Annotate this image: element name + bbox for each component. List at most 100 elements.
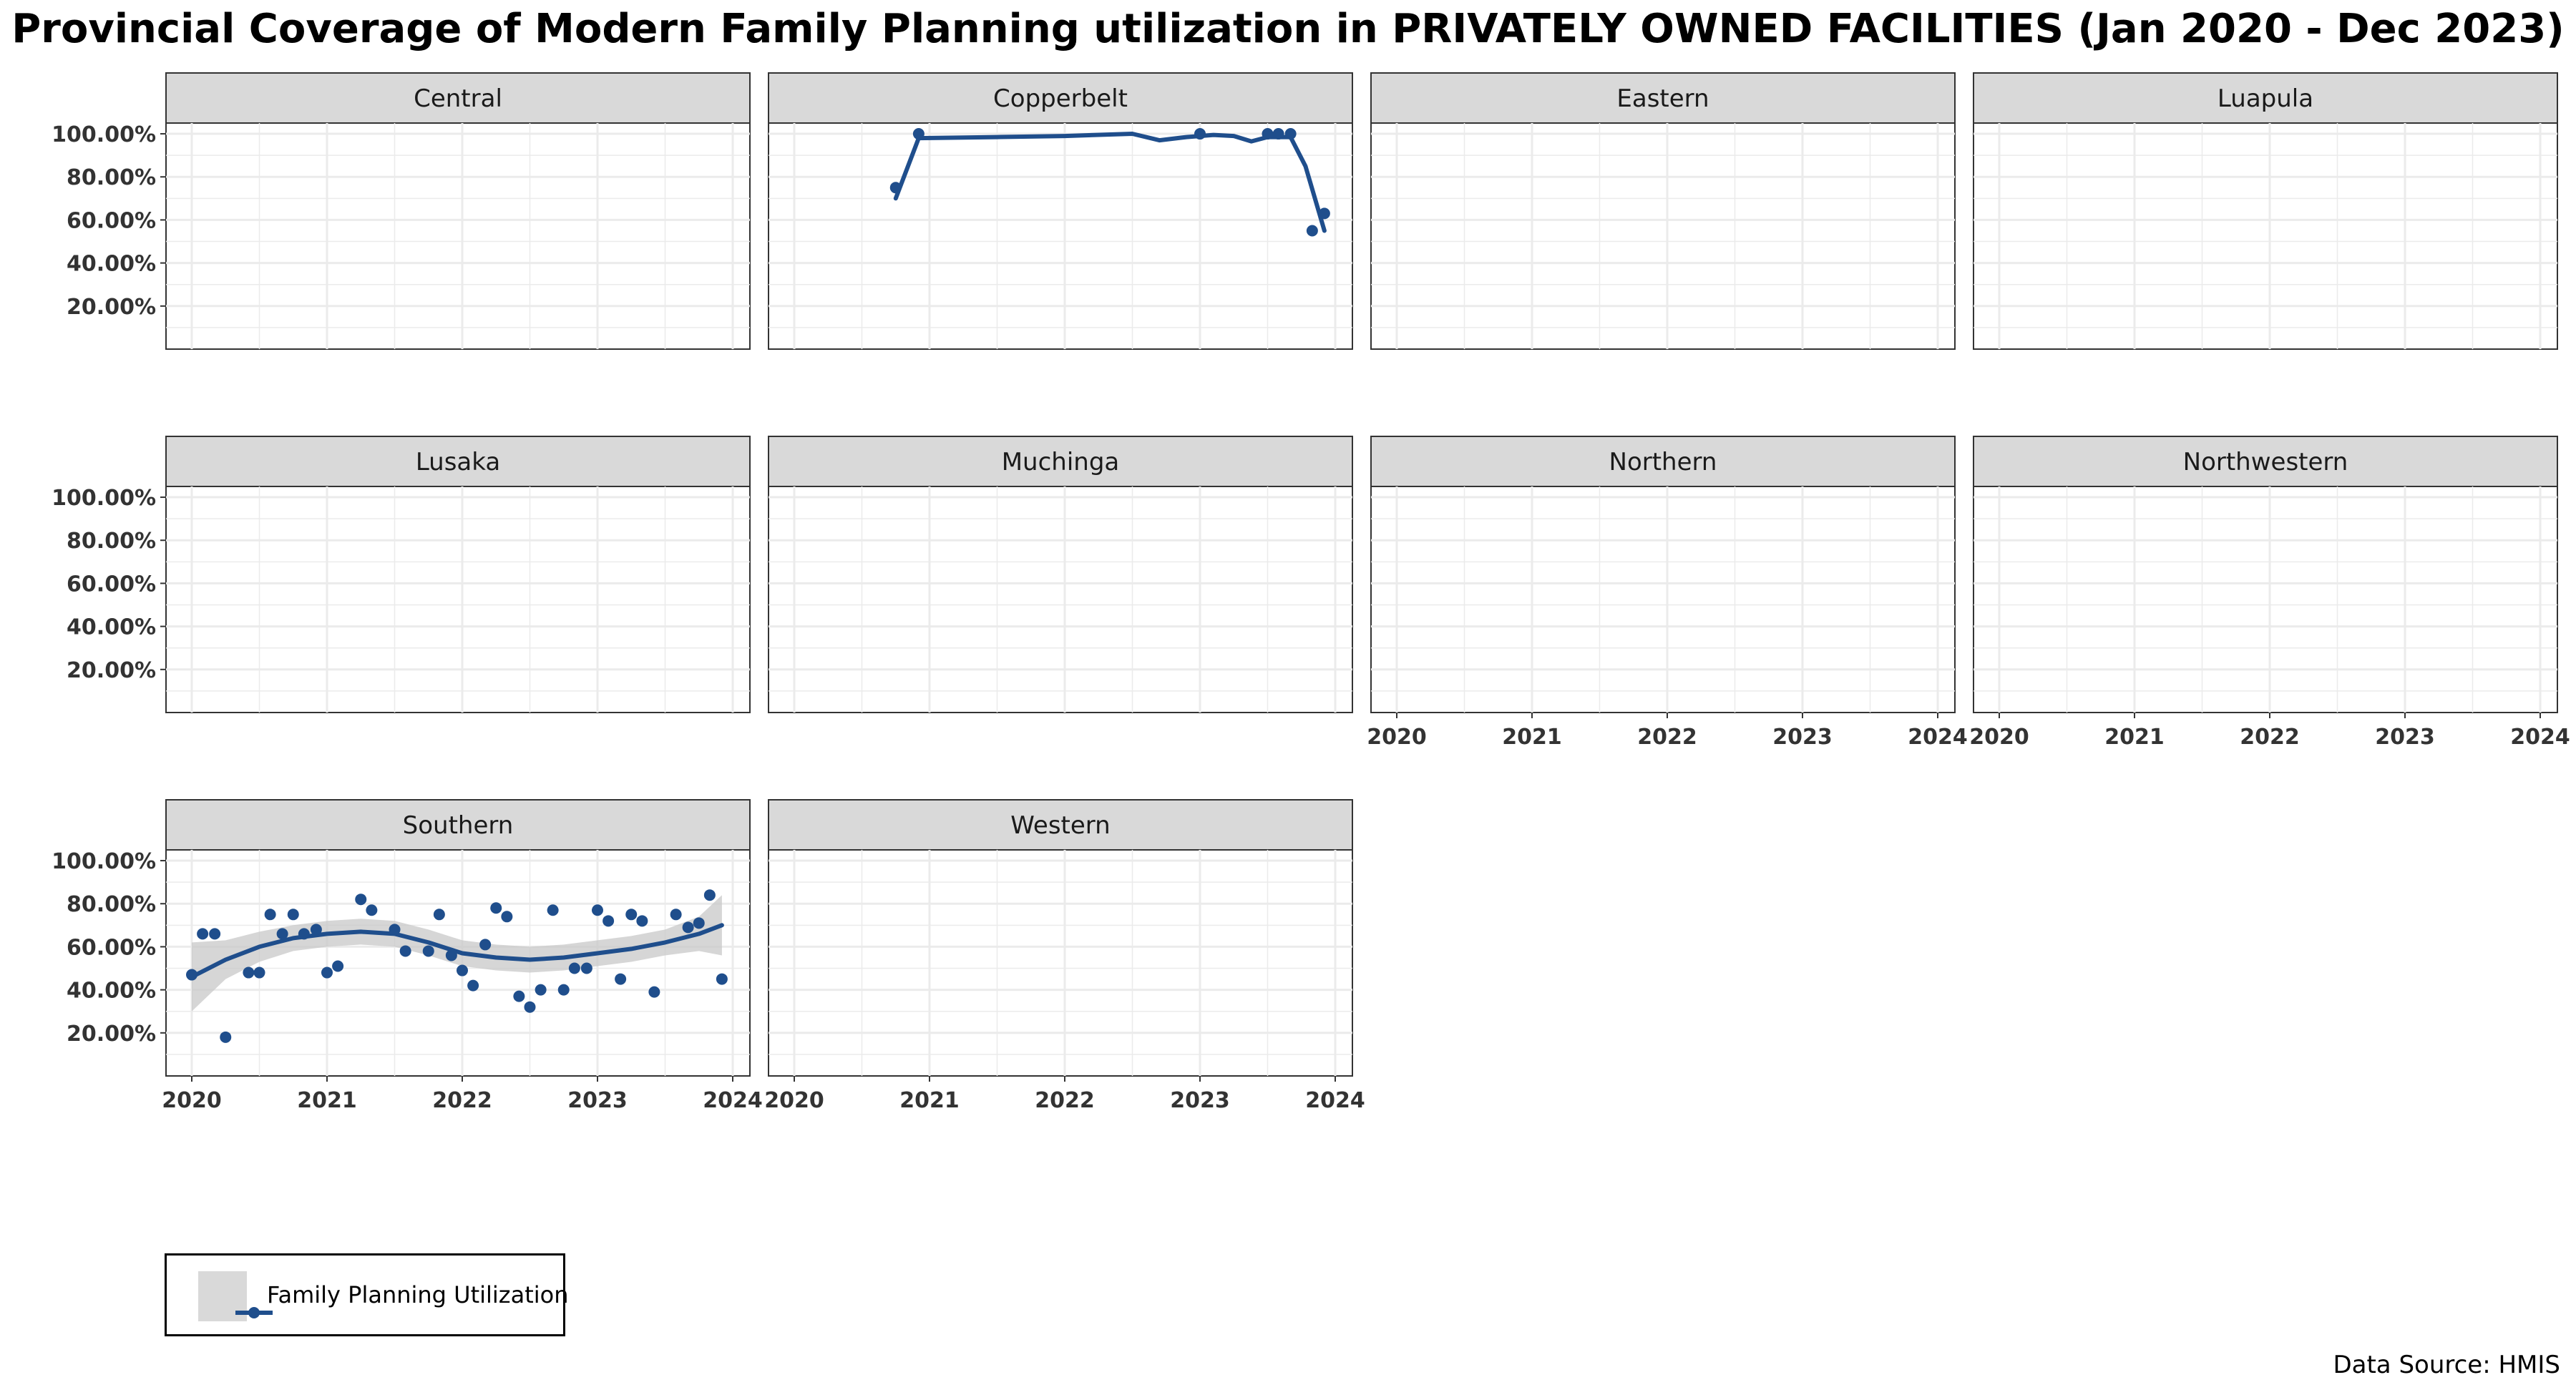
legend: Family Planning Utilization bbox=[165, 1253, 569, 1336]
y-tick-label: 80.00% bbox=[67, 165, 156, 190]
facet-panel bbox=[165, 486, 751, 713]
x-tick-label: 2021 bbox=[2104, 725, 2165, 750]
facet-central: Central 20.00% 40.00% 60.00% 80.00% 100.00% bbox=[52, 72, 751, 350]
data-point bbox=[592, 904, 603, 916]
facet-luapula: Luapula bbox=[1973, 72, 2558, 350]
y-tick-label: 20.00% bbox=[67, 1022, 156, 1047]
x-tick-label: 2020 bbox=[764, 1088, 824, 1113]
gridlines bbox=[1371, 123, 1955, 349]
facet-muchinga: Muchinga bbox=[768, 436, 1353, 713]
data-point bbox=[615, 973, 627, 985]
data-point bbox=[889, 182, 902, 194]
facet-panel bbox=[1370, 122, 1956, 350]
y-tick-label: 80.00% bbox=[67, 892, 156, 917]
facet-panel bbox=[1370, 486, 1956, 713]
facet-label: Eastern bbox=[1616, 84, 1709, 113]
facet-strip bbox=[768, 799, 1353, 851]
data-point bbox=[524, 1001, 536, 1013]
data-point bbox=[332, 960, 344, 972]
gridlines bbox=[769, 850, 1352, 1076]
x-tick-label: 2021 bbox=[297, 1088, 357, 1113]
data-point bbox=[253, 966, 265, 979]
x-tick-label: 2023 bbox=[2375, 725, 2435, 750]
y-tick-label: 40.00% bbox=[67, 252, 156, 277]
facet-southern: Southern 20.00% 40.00% 60.00% 80.00% 100.00% 2… bbox=[52, 799, 763, 1113]
data-point bbox=[422, 945, 434, 957]
x-tick-label: 2023 bbox=[1170, 1088, 1230, 1113]
chart-title: Provincial Coverage of Modern Family Pla… bbox=[11, 6, 2565, 52]
data-point bbox=[209, 928, 221, 940]
y-tick-label: 40.00% bbox=[67, 979, 156, 1004]
x-tick-label: 2021 bbox=[1502, 725, 1562, 750]
data-point bbox=[1284, 128, 1297, 140]
data-point bbox=[1318, 207, 1330, 220]
facet-label: Lusaka bbox=[416, 448, 500, 476]
data-source: Data Source: HMIS bbox=[2333, 1351, 2560, 1379]
data-point bbox=[557, 984, 570, 996]
data-point bbox=[1272, 128, 1284, 140]
smooth-line bbox=[190, 923, 724, 979]
facet-lusaka: Lusaka 20.00% 40.00% 60.00% 80.00% 100.00% bbox=[52, 436, 751, 713]
x-tick-label: 2020 bbox=[1969, 725, 2029, 750]
facet-eastern: Eastern bbox=[1370, 72, 1956, 350]
x-tick-label: 2022 bbox=[432, 1088, 492, 1113]
data-point bbox=[243, 966, 255, 979]
data-point bbox=[310, 924, 322, 936]
x-tick-label: 2020 bbox=[162, 1088, 222, 1113]
data-point bbox=[716, 973, 728, 985]
data-point bbox=[636, 915, 648, 927]
y-tick-label: 60.00% bbox=[67, 208, 156, 233]
data-point bbox=[580, 962, 592, 974]
x-tick-label: 2024 bbox=[1305, 1088, 1365, 1113]
data-point bbox=[602, 915, 615, 927]
data-point bbox=[682, 921, 694, 934]
facet-northern: Northern 2020 2021 2022 2023 2024 bbox=[1367, 436, 1968, 750]
data-point bbox=[445, 949, 457, 961]
data-point bbox=[298, 928, 310, 940]
facet-strip bbox=[165, 72, 751, 124]
x-tick-label: 2022 bbox=[1035, 1088, 1095, 1113]
facet-strip bbox=[768, 72, 1353, 124]
y-tick-label: 100.00% bbox=[52, 849, 156, 874]
data-point bbox=[670, 909, 682, 921]
facet-panel bbox=[165, 122, 751, 350]
facet-panel bbox=[768, 849, 1353, 1077]
y-tick-label: 100.00% bbox=[52, 122, 156, 147]
x-tick-label: 2022 bbox=[1637, 725, 1697, 750]
facet-strip bbox=[768, 436, 1353, 487]
y-tick-label: 100.00% bbox=[52, 486, 156, 511]
x-tick-label: 2022 bbox=[2240, 725, 2300, 750]
data-point bbox=[389, 924, 401, 936]
data-point bbox=[321, 966, 333, 979]
x-tick-label: 2024 bbox=[1908, 725, 1968, 750]
data-point bbox=[535, 984, 547, 996]
y-tick-label: 20.00% bbox=[67, 658, 156, 683]
data-point bbox=[501, 911, 513, 923]
legend-key-point bbox=[248, 1307, 260, 1318]
data-point bbox=[186, 969, 197, 981]
y-tick-label: 60.00% bbox=[67, 572, 156, 597]
facet-label: Northwestern bbox=[2183, 448, 2348, 476]
data-point bbox=[693, 917, 705, 929]
facet-panel bbox=[1973, 486, 2558, 713]
y-tick-label: 80.00% bbox=[67, 529, 156, 554]
data-point bbox=[433, 909, 445, 921]
facet-western: Western 2020 2021 2022 2023 2024 bbox=[764, 799, 1365, 1113]
facet-label: Luapula bbox=[2218, 84, 2313, 113]
gridlines bbox=[166, 123, 750, 349]
facet-strip bbox=[165, 436, 751, 487]
data-point bbox=[479, 939, 492, 951]
data-point bbox=[912, 128, 924, 140]
data-point bbox=[625, 909, 638, 921]
y-tick-label: 60.00% bbox=[67, 935, 156, 960]
data-point bbox=[399, 945, 411, 957]
data-point bbox=[1194, 128, 1206, 140]
y-tick-label: 40.00% bbox=[67, 615, 156, 640]
facet-label: Copperbelt bbox=[993, 84, 1128, 113]
data-point bbox=[276, 928, 288, 940]
data-point bbox=[703, 889, 716, 901]
data-point bbox=[457, 964, 468, 976]
x-tick-label: 2024 bbox=[2510, 725, 2570, 750]
data-point bbox=[1306, 225, 1318, 237]
